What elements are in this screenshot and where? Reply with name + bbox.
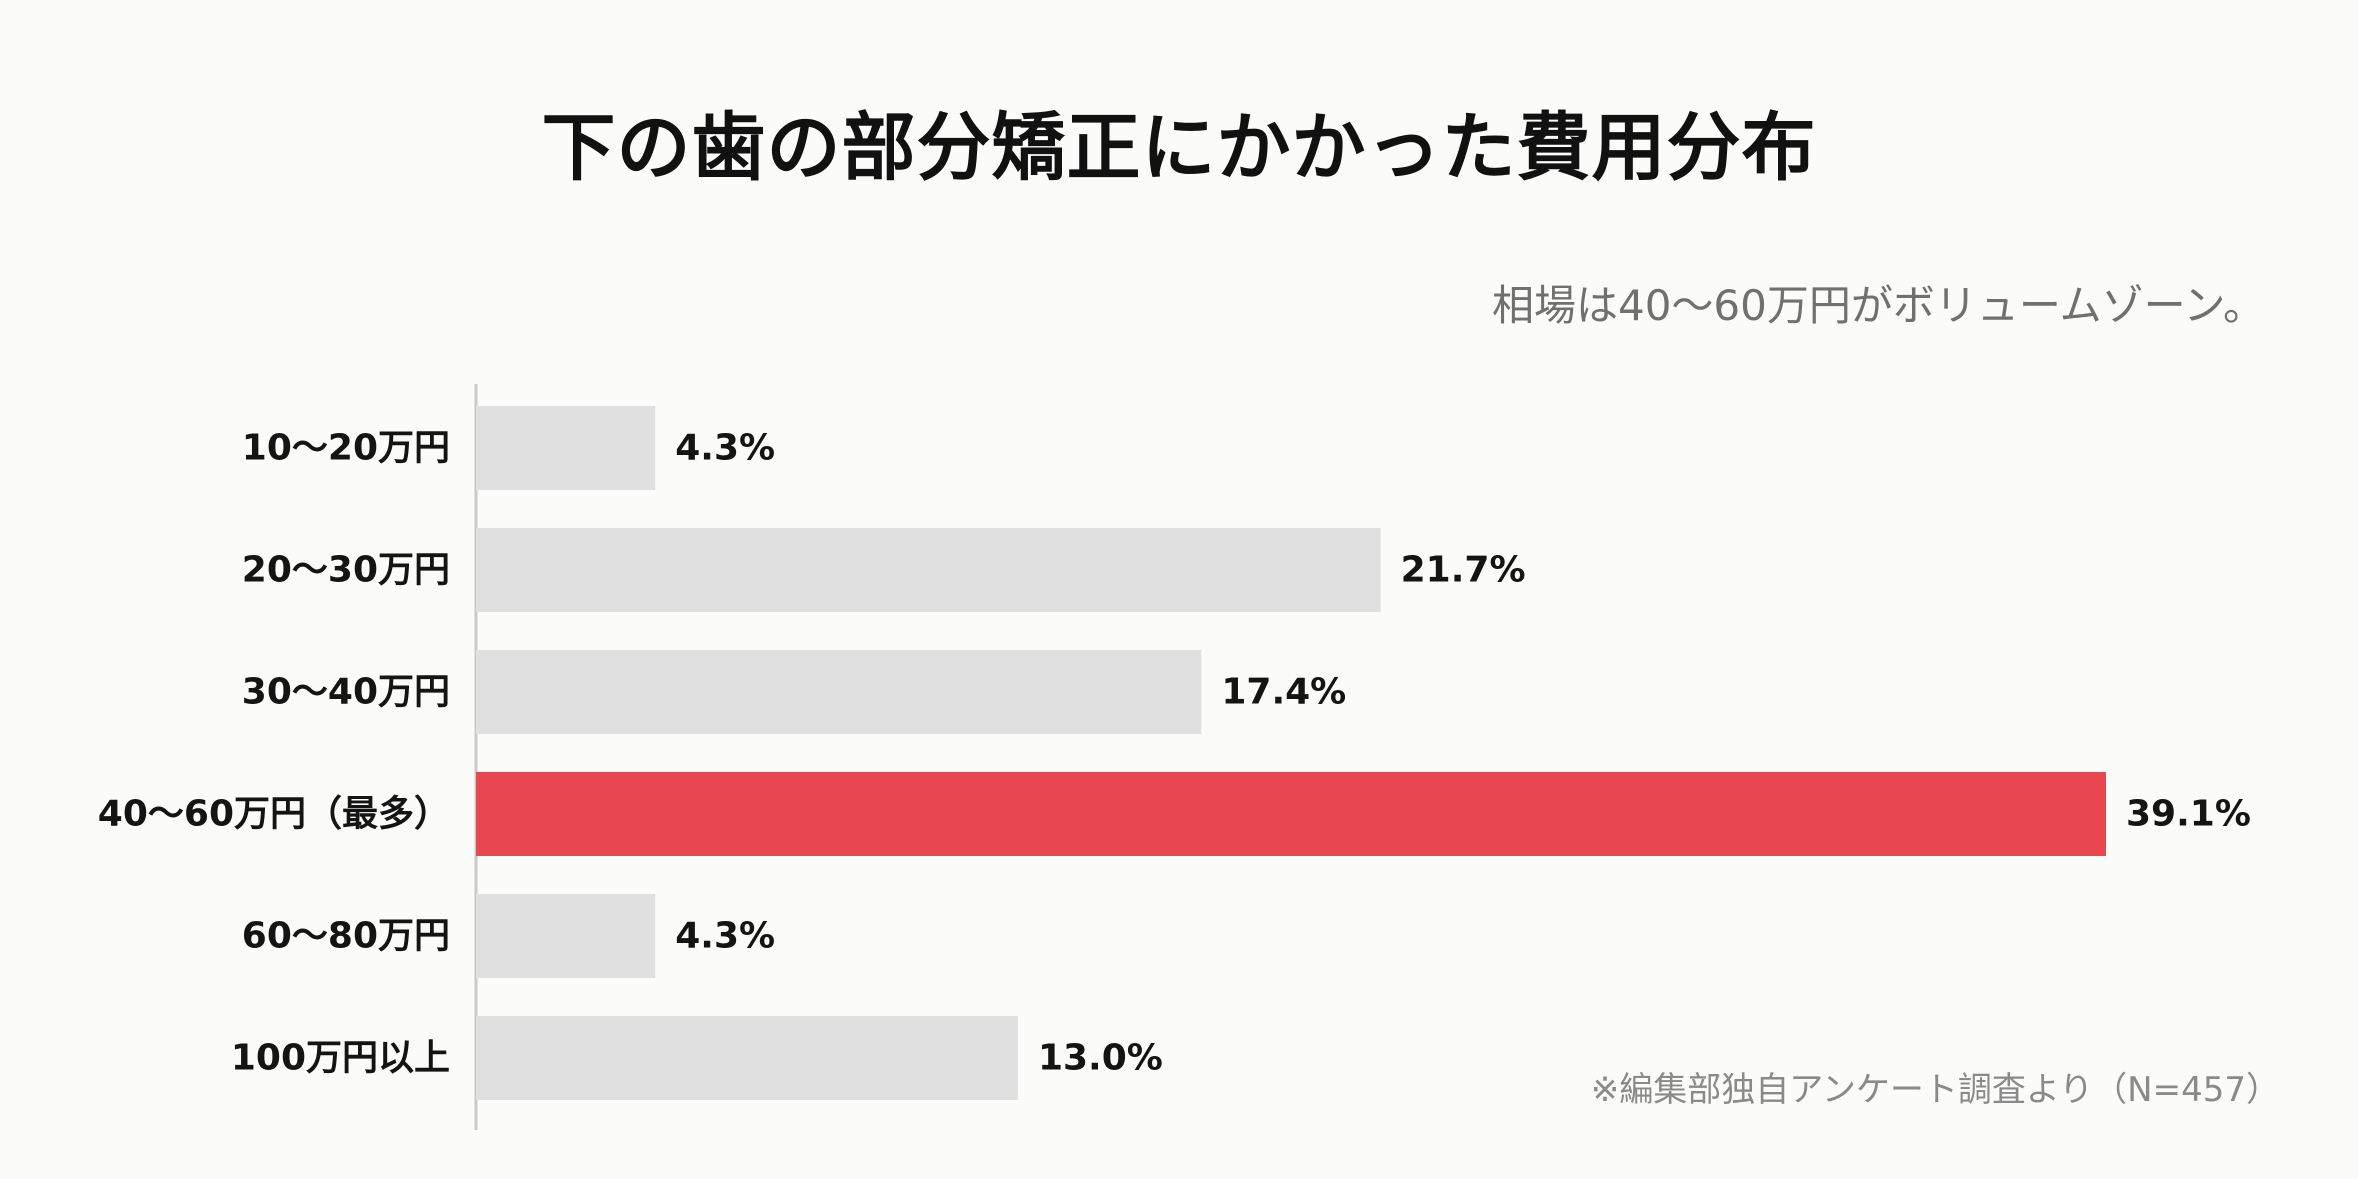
category-label: 30〜40万円 (242, 672, 450, 713)
chart-subtitle: 相場は40〜60万円がボリュームゾーン。 (1491, 281, 2265, 330)
value-label: 4.3% (675, 916, 775, 957)
bars-group: 10〜20万円 4.3% 20〜30万円 21.7% 30〜40万円 17.4% 40〜60… (98, 406, 2251, 1100)
category-label: 40〜60万円（最多） (98, 794, 450, 835)
bar (476, 894, 656, 978)
source-note: ※編集部独自アンケート調査より（N=457） (1590, 1070, 2280, 1110)
bar (476, 650, 1202, 734)
bar-highlight (476, 772, 2106, 856)
bar (476, 1016, 1018, 1100)
category-label: 20〜30万円 (242, 550, 450, 591)
value-label: 39.1% (2126, 794, 2251, 835)
value-label: 13.0% (1038, 1038, 1163, 1079)
bar (476, 528, 1381, 612)
chart-title: 下の歯の部分矯正にかかった費用分布 (541, 105, 1817, 191)
category-label: 10〜20万円 (242, 428, 450, 469)
category-label: 100万円以上 (231, 1038, 450, 1079)
value-label: 21.7% (1401, 550, 1526, 591)
value-label: 4.3% (675, 428, 775, 469)
category-label: 60〜80万円 (242, 916, 450, 957)
value-label: 17.4% (1221, 672, 1346, 713)
bar (476, 406, 656, 490)
